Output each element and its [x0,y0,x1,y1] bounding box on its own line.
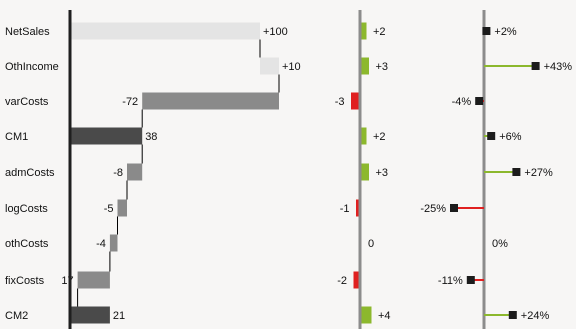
absolute-variance-label: +3 [376,167,389,179]
waterfall-value-label: +100 [263,26,288,38]
absolute-variance-label: -2 [337,275,347,287]
waterfall-bar [117,199,127,217]
relative-variance-label: +27% [524,167,553,179]
waterfall-bar [127,163,143,181]
relative-variance-marker [531,62,540,70]
waterfall-bar [142,92,279,110]
absolute-variance-label: -1 [340,203,350,215]
waterfall-value-label: -4 [96,238,106,250]
category-label: NetSales [5,26,50,38]
category-label: varCosts [5,96,49,108]
absolute-variance-label: +2 [373,131,386,143]
relative-variance-marker [466,276,475,284]
category-label: CM1 [5,131,28,143]
absolute-variance-bar [361,163,369,181]
category-label: OthIncome [5,61,59,73]
relative-variance-marker [508,311,517,319]
relative-variance-label: +43% [544,61,573,73]
waterfall-value-label: 38 [145,131,157,143]
category-label: logCosts [5,203,48,215]
relative-variance-marker [487,132,496,140]
waterfall-bar [70,22,260,40]
relative-variance-marker [512,168,521,176]
category-label: CM2 [5,310,28,322]
waterfall-value-label: 21 [113,310,125,322]
absolute-variance-label: +3 [376,61,389,73]
absolute-variance-label: +4 [378,310,391,322]
waterfall-bar [70,306,110,324]
relative-variance-label: -4% [452,96,472,108]
relative-variance-marker [475,97,484,105]
waterfall-value-label: 17 [61,275,73,287]
waterfall-bar [77,271,110,289]
relative-variance-label: +2% [494,26,517,38]
relative-variance-marker [482,27,491,35]
relative-variance-label: 0% [492,238,508,250]
absolute-variance-bar [356,199,359,217]
absolute-variance-label: +2 [373,26,386,38]
absolute-variance-bar [351,92,359,110]
waterfall-value-label: -72 [122,96,138,108]
relative-variance-label: -11% [438,275,463,287]
waterfall-bar [260,57,279,75]
waterfall-value-label: +10 [282,61,301,73]
absolute-variance-bar [361,22,367,40]
absolute-variance-label: -3 [335,96,345,108]
waterfall-value-label: -5 [104,203,114,215]
category-label: fixCosts [5,275,45,287]
category-label: admCosts [5,167,55,179]
waterfall-bar [70,127,143,145]
absolute-variance-bar [361,127,367,145]
relative-variance-label: +24% [521,310,550,322]
relative-variance-label: -25% [420,203,446,215]
absolute-variance-bar [361,306,372,324]
absolute-variance-bar [353,271,359,289]
relative-variance-label: +6% [499,131,522,143]
absolute-variance-bar [361,57,369,75]
waterfall-value-label: -8 [113,167,123,179]
relative-variance-marker [450,204,458,212]
category-label: othCosts [5,238,49,250]
waterfall-bar [109,234,118,252]
absolute-variance-label: 0 [368,238,374,250]
